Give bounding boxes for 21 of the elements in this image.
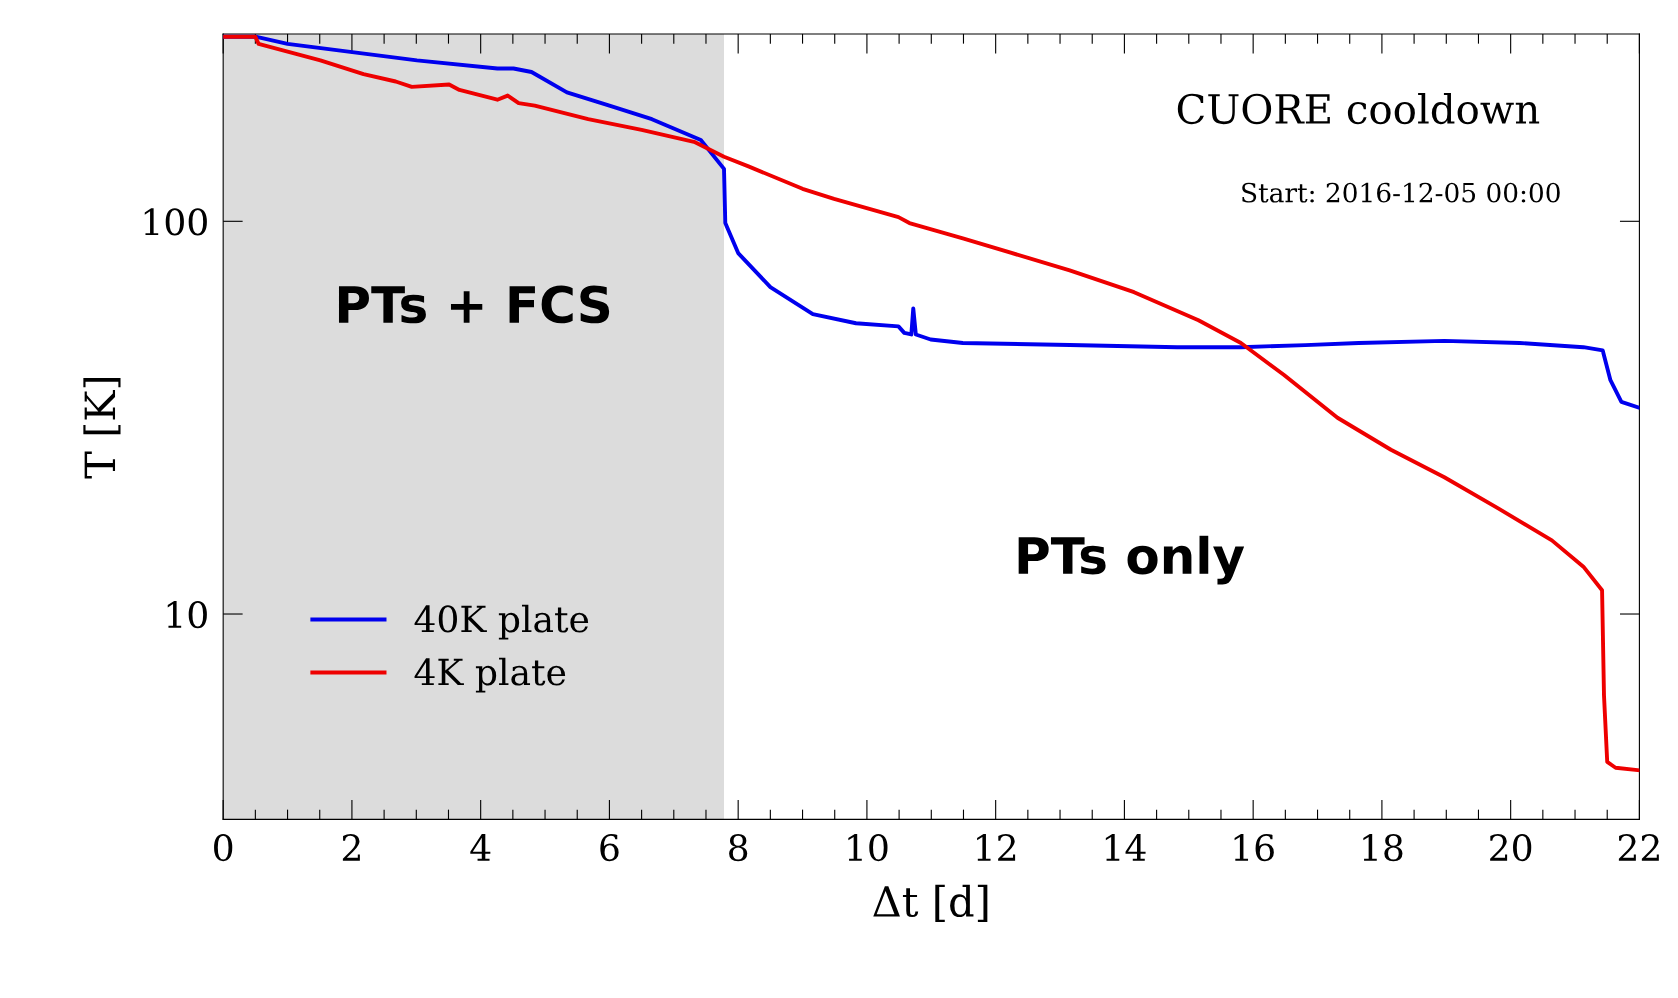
x-tick-label: 8 <box>729 833 748 862</box>
y-axis-title: T [K] <box>83 377 121 479</box>
x-tick-label: 16 <box>1234 833 1274 862</box>
x-tick-label: 0 <box>214 833 233 862</box>
x-tick-label: 20 <box>1490 833 1532 862</box>
legend-label: 4K plate <box>414 657 566 693</box>
x-tick-label: 6 <box>600 833 619 862</box>
x-axis-title: Δt [d] <box>873 884 988 923</box>
band-label: PTs + FCS <box>338 285 610 324</box>
x-tick-label: 18 <box>1363 833 1403 862</box>
x-tick-label: 4 <box>470 833 491 861</box>
annotation: CUORE cooldown <box>1177 92 1540 125</box>
x-tick-label: 22 <box>1618 833 1659 861</box>
annotation: PTs only <box>1018 535 1245 585</box>
x-tick-label: 2 <box>342 833 360 861</box>
x-tick-label: 10 <box>848 833 888 862</box>
y-tick-label: 100 <box>144 208 207 236</box>
x-tick-label: 12 <box>977 833 1016 861</box>
legend-label: 40K plate <box>414 604 589 640</box>
x-tick-label: 14 <box>1105 833 1146 861</box>
annotation: Start: 2016-12-05 00:00 <box>1242 182 1560 203</box>
